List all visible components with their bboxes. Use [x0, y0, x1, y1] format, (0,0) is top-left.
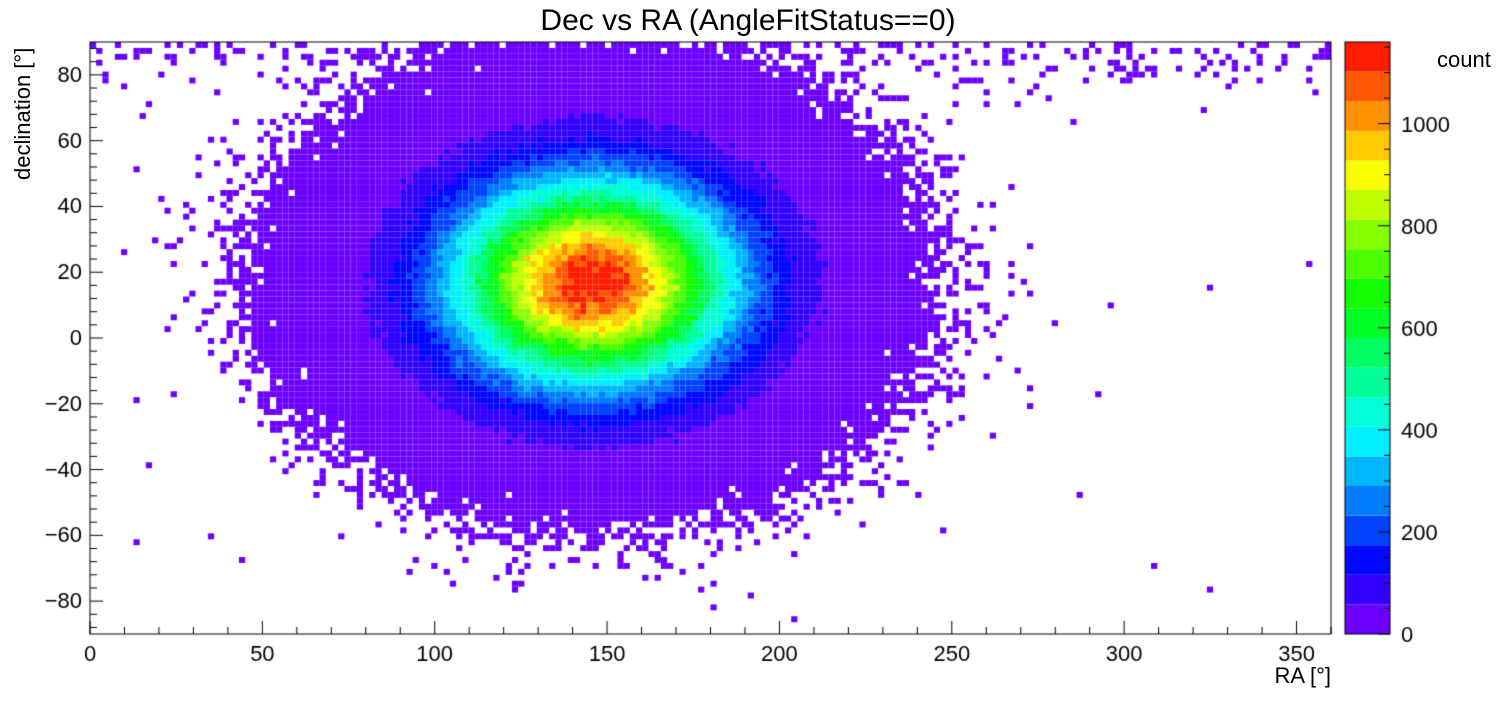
colorbar-title: count: [1437, 47, 1491, 72]
chart-title: Dec vs RA (AngleFitStatus==0): [540, 4, 956, 37]
y-axis-title: declination [°]: [10, 47, 35, 180]
x-axis-title: RA [°]: [1274, 663, 1331, 688]
